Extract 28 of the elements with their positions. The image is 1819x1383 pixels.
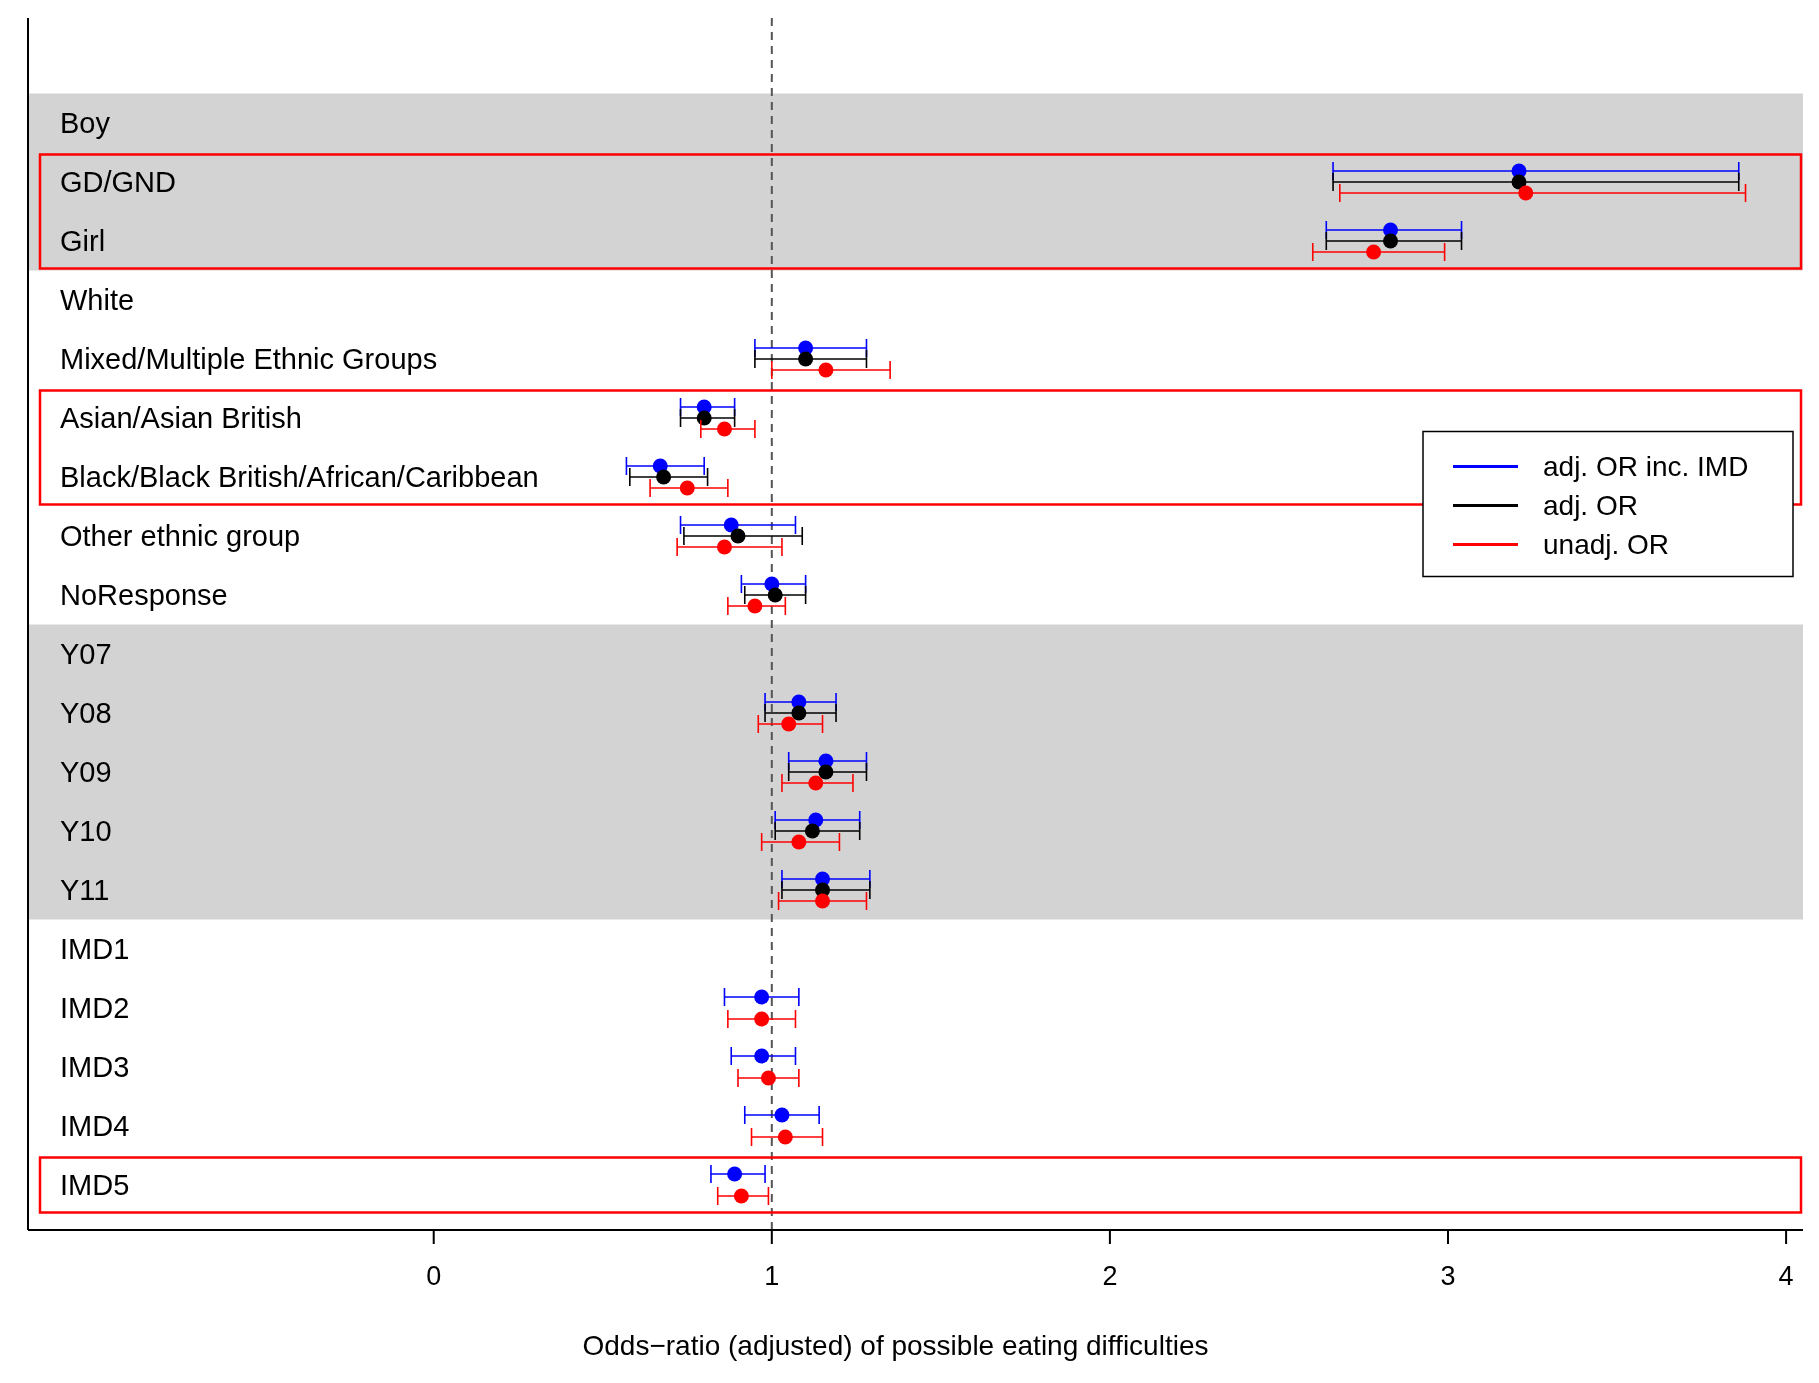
x-tick-label: 4 (1778, 1261, 1794, 1291)
y-tick-label: GD/GND (60, 166, 176, 198)
y-tick-label: IMD2 (60, 992, 130, 1024)
y-tick-label: Asian/Asian British (60, 402, 302, 434)
y-tick-label: Other ethnic group (60, 520, 301, 552)
y-tick-label: Black/Black British/African/Caribbean (60, 461, 539, 493)
x-axis-title: Odds−ratio (adjusted) of possible eating difficulties (582, 1330, 1209, 1361)
y-tick-label: IMD3 (60, 1051, 130, 1083)
y-tick-label: IMD5 (60, 1169, 130, 1201)
legend-label: adj. OR (1543, 490, 1638, 521)
y-tick-label: Y10 (60, 815, 112, 847)
legend-label: unadj. OR (1543, 529, 1670, 560)
x-tick-label: 2 (1102, 1261, 1118, 1291)
y-tick-label: Y09 (60, 756, 112, 788)
y-tick-label: Mixed/Multiple Ethnic Groups (60, 343, 438, 375)
y-tick-label: IMD1 (60, 933, 130, 965)
x-tick-label: 0 (426, 1261, 442, 1291)
x-tick-label: 3 (1440, 1261, 1456, 1291)
legend-label: adj. OR inc. IMD (1543, 451, 1749, 482)
y-tick-label: Y08 (60, 697, 112, 729)
y-tick-label: Boy (60, 107, 111, 139)
y-tick-label: Y11 (60, 874, 110, 906)
y-tick-label: Girl (60, 225, 106, 257)
y-tick-label: IMD4 (60, 1110, 130, 1142)
y-tick-label: Y07 (60, 638, 112, 670)
y-tick-label: NoResponse (60, 579, 228, 611)
y-tick-label: White (60, 284, 135, 316)
x-tick-label: 1 (764, 1261, 780, 1291)
